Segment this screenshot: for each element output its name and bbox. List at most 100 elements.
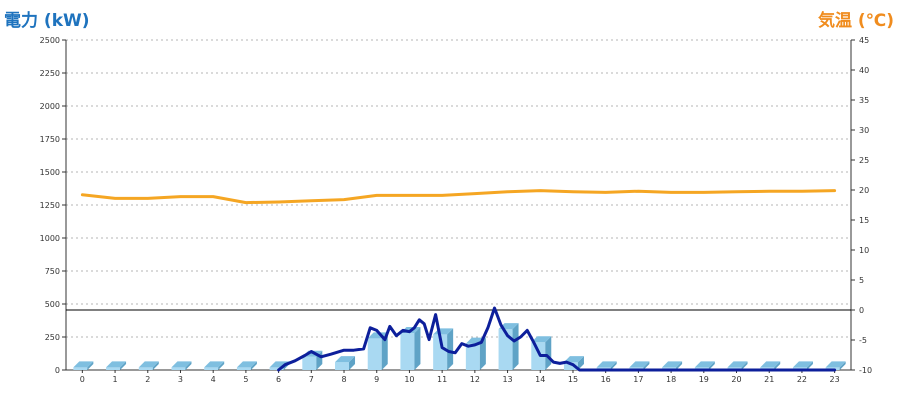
- temperature-line: [80, 189, 837, 205]
- power-bar-side: [839, 361, 846, 370]
- power-bar: [563, 362, 578, 370]
- left-axis-title: 電力 (kW): [4, 11, 90, 31]
- x-axis-tick-label: 0: [80, 375, 85, 384]
- x-axis-tick-label: 13: [502, 375, 512, 384]
- power-bar: [138, 367, 153, 370]
- x-axis-tick-label: 19: [699, 375, 709, 384]
- power-bar: [433, 334, 448, 370]
- x-axis-tick-label: 10: [404, 375, 414, 384]
- right-axis-tick-label: 15: [859, 216, 869, 225]
- x-axis-tick-label: 18: [666, 375, 676, 384]
- power-bar-top: [171, 361, 192, 368]
- left-axis-tick-label: 250: [45, 333, 60, 342]
- power-bar-top: [73, 361, 94, 368]
- power-bar-side: [447, 328, 454, 370]
- left-axis-tick-label: 1750: [40, 135, 60, 144]
- right-axis-tick-label: 40: [859, 66, 869, 75]
- left-axis-tick-label: 2250: [40, 69, 60, 78]
- x-axis-tick-label: 16: [601, 375, 611, 384]
- power-bar-top: [694, 361, 715, 368]
- left-axis-tick-label: 750: [45, 267, 60, 276]
- power-bar-side: [87, 361, 94, 370]
- right-axis-tick-label: 5: [859, 276, 864, 285]
- power-bar-side: [577, 356, 584, 370]
- x-axis-tick-label: 1: [113, 375, 118, 384]
- power-bar: [465, 343, 480, 370]
- power-bar: [367, 338, 382, 370]
- power-bar-side: [185, 361, 192, 370]
- left-axis-tick-label: 0: [55, 366, 60, 375]
- right-axis-tick-label: 20: [859, 186, 869, 195]
- power-bar: [498, 329, 513, 370]
- right-axis-tick-label: 10: [859, 246, 869, 255]
- x-axis-tick-label: 22: [797, 375, 807, 384]
- power-bar-side: [218, 361, 225, 370]
- power-bar-side: [120, 361, 127, 370]
- right-axis-tick-label: -10: [859, 366, 872, 375]
- power-bar-top: [792, 361, 813, 368]
- power-bar-top: [760, 361, 781, 368]
- x-axis-tick-label: 23: [830, 375, 840, 384]
- right-axis-tick-label: 25: [859, 156, 869, 165]
- x-axis-tick-label: 17: [633, 375, 643, 384]
- power-bar-top: [236, 361, 257, 368]
- right-axis-tick-label: -5: [859, 336, 867, 345]
- power-bar-side: [610, 361, 617, 370]
- x-axis-tick-label: 14: [535, 375, 545, 384]
- power-bar: [236, 367, 251, 370]
- left-axis-tick-label: 1000: [40, 234, 60, 243]
- power-bar-top: [596, 361, 617, 368]
- power-bar-side: [545, 336, 552, 370]
- power-bar: [269, 367, 284, 370]
- x-axis-tick-label: 9: [374, 375, 379, 384]
- power-line: [277, 306, 837, 372]
- power-bar-side: [643, 361, 650, 370]
- power-bar-side: [708, 361, 715, 370]
- power-bar: [73, 367, 88, 370]
- power-bar: [171, 367, 186, 370]
- power-bar-top: [727, 361, 748, 368]
- right-axis-tick-label: 35: [859, 96, 869, 105]
- power-bar: [302, 356, 317, 370]
- x-axis-tick-label: 20: [731, 375, 741, 384]
- power-bar-top: [563, 356, 584, 363]
- x-axis-tick-label: 8: [341, 375, 346, 384]
- x-axis-tick-label: 6: [276, 375, 281, 384]
- left-axis-tick-label: 1500: [40, 168, 60, 177]
- power-bar-side: [250, 361, 257, 370]
- power-bar-top: [825, 361, 846, 368]
- power-bar-side: [349, 356, 356, 370]
- x-axis-tick-label: 3: [178, 375, 183, 384]
- power-bar-side: [676, 361, 683, 370]
- power-bar-top: [629, 361, 650, 368]
- x-axis-tick-label: 12: [470, 375, 480, 384]
- power-bar-top: [106, 361, 127, 368]
- power-bar-side: [806, 361, 813, 370]
- right-axis-tick-label: 45: [859, 36, 869, 45]
- right-axis-tick-label: 30: [859, 126, 869, 135]
- power-bar-top: [531, 336, 552, 343]
- x-axis-tick-label: 2: [145, 375, 150, 384]
- power-bar: [106, 367, 121, 370]
- power-bar-side: [774, 361, 781, 370]
- power-bar-side: [512, 323, 519, 370]
- left-axis-tick-label: 1250: [40, 201, 60, 210]
- power-bar: [335, 362, 350, 370]
- power-bar: [204, 367, 219, 370]
- power-bar-side: [381, 332, 388, 370]
- left-axis-tick-label: 500: [45, 300, 60, 309]
- left-axis-tick-label: 2500: [40, 36, 60, 45]
- power-bar-top: [138, 361, 159, 368]
- left-axis-tick-label: 2000: [40, 102, 60, 111]
- power-bar-side: [741, 361, 748, 370]
- x-axis-tick-label: 5: [243, 375, 248, 384]
- power-bar: [400, 333, 415, 370]
- power-bar-side: [479, 337, 486, 370]
- x-axis-tick-label: 7: [309, 375, 314, 384]
- power-bar-side: [152, 361, 159, 370]
- power-bar-top: [335, 356, 356, 363]
- x-axis-tick-label: 4: [211, 375, 216, 384]
- power-bar-side: [414, 327, 421, 370]
